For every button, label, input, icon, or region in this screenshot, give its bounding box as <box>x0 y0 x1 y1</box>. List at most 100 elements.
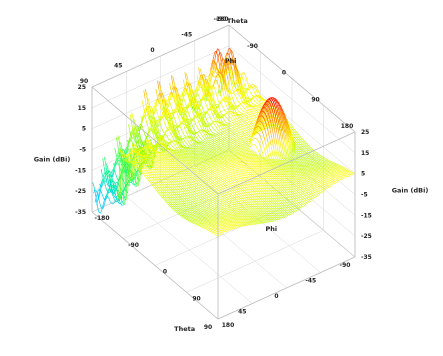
surface-mesh-line <box>328 176 330 179</box>
surface-mesh-line <box>288 171 291 174</box>
surface-mesh-line <box>208 102 211 108</box>
surface-mesh-line <box>231 128 233 131</box>
surface-mesh-line <box>318 170 321 173</box>
surface-mesh-line <box>293 173 296 176</box>
surface-mesh-line <box>217 125 220 129</box>
surface-mesh-line <box>294 177 297 180</box>
surface-mesh-line <box>253 153 255 155</box>
surface-mesh-line <box>203 91 206 95</box>
surface-mesh-line <box>245 109 248 112</box>
surface-mesh-line <box>307 184 310 186</box>
surface-mesh-line <box>320 170 322 172</box>
surface-mesh-line <box>199 148 201 151</box>
surface-mesh-line <box>291 143 294 152</box>
surface-mesh-line <box>280 189 283 193</box>
surface-mesh-line <box>303 188 306 190</box>
surface-mesh-line <box>320 162 323 164</box>
surface-mesh-line <box>318 193 321 195</box>
surface-mesh-line <box>294 170 297 172</box>
surface-mesh-line <box>229 134 232 137</box>
surface-mesh-line <box>243 164 245 166</box>
surface-mesh-line <box>250 128 253 131</box>
surface-mesh-line <box>211 142 214 145</box>
surface-mesh-line <box>248 151 251 154</box>
surface-mesh-line <box>249 175 252 178</box>
surface-mesh-line <box>261 131 264 136</box>
surface-mesh-line <box>249 171 252 174</box>
surface-mesh-line <box>250 104 252 107</box>
surface-mesh-line <box>343 172 345 175</box>
surface-mesh-line <box>333 178 336 181</box>
surface-mesh-line <box>309 186 312 189</box>
surface-mesh-line <box>272 191 275 194</box>
surface-mesh-line <box>236 158 239 161</box>
surface-mesh-line <box>334 168 337 170</box>
surface-mesh-line <box>321 159 323 161</box>
surface-mesh-line <box>316 165 318 168</box>
surface-mesh-line <box>279 122 282 131</box>
surface-mesh-line <box>245 166 248 168</box>
surface-mesh-line <box>229 150 232 152</box>
surface-mesh-line <box>284 165 287 168</box>
surface-mesh-line <box>240 178 243 181</box>
surface-mesh-line <box>256 158 259 161</box>
surface-mesh-line <box>284 115 287 121</box>
surface-mesh-line <box>327 169 330 171</box>
surface-mesh-line <box>312 172 315 174</box>
surface-mesh-line <box>241 100 244 103</box>
surface-mesh-line <box>303 175 306 178</box>
surface-mesh-line <box>300 163 302 166</box>
surface-mesh-line <box>216 73 219 76</box>
surface-mesh-line <box>300 153 303 156</box>
surface-mesh-line <box>339 168 341 171</box>
surface-mesh-line <box>287 191 290 194</box>
surface-mesh-line <box>209 132 211 135</box>
surface-mesh-line <box>337 166 340 169</box>
surface-mesh-line <box>326 162 329 164</box>
surface-mesh-line <box>288 178 291 181</box>
surface-mesh-line <box>291 203 294 206</box>
surface-mesh-line <box>170 95 173 100</box>
surface-mesh-line <box>214 144 216 147</box>
surface-mesh-line <box>326 164 329 167</box>
surface-mesh-line <box>260 189 263 192</box>
surface-mesh-line <box>186 126 189 132</box>
surface-mesh-line <box>291 198 294 201</box>
surface-mesh-line <box>279 163 281 166</box>
surface-mesh-line <box>305 194 308 196</box>
surface-mesh-line <box>212 60 215 62</box>
surface-mesh-line <box>256 169 258 172</box>
surface-mesh-line <box>302 164 305 166</box>
surface-mesh-line <box>233 112 236 114</box>
surface-mesh-line <box>218 161 221 164</box>
surface-mesh-line <box>231 85 234 91</box>
surface-mesh-line <box>276 162 278 165</box>
surface-mesh-line <box>291 139 295 147</box>
surface-mesh-line <box>286 178 289 181</box>
surface-mesh-line <box>244 190 247 193</box>
surface-mesh-line <box>298 183 301 186</box>
surface-mesh-line <box>218 137 221 140</box>
surface-mesh-line <box>227 143 230 146</box>
surface-mesh-line <box>248 195 251 198</box>
surface-mesh-line <box>216 156 218 158</box>
surface-mesh-line <box>338 177 341 180</box>
surface-mesh-line <box>299 154 302 157</box>
surface-mesh-line <box>202 97 206 101</box>
surface-mesh-line <box>191 130 194 134</box>
surface-mesh-line <box>342 175 345 178</box>
surface-mesh-line <box>257 106 260 109</box>
surface-mesh-line <box>321 171 324 174</box>
surface-mesh-line <box>297 199 300 202</box>
surface-mesh-line <box>204 130 207 133</box>
surface-mesh-line <box>237 167 239 169</box>
surface-mesh-line <box>263 204 266 208</box>
surface-mesh-line <box>250 191 253 195</box>
surface-mesh-line <box>323 160 326 163</box>
surface-mesh-line <box>236 154 239 157</box>
surface-mesh-line <box>162 111 164 114</box>
surface-mesh-line <box>211 73 214 76</box>
surface-mesh-line <box>330 178 333 181</box>
surface-mesh-line <box>257 170 260 173</box>
surface-mesh-line <box>249 130 252 133</box>
